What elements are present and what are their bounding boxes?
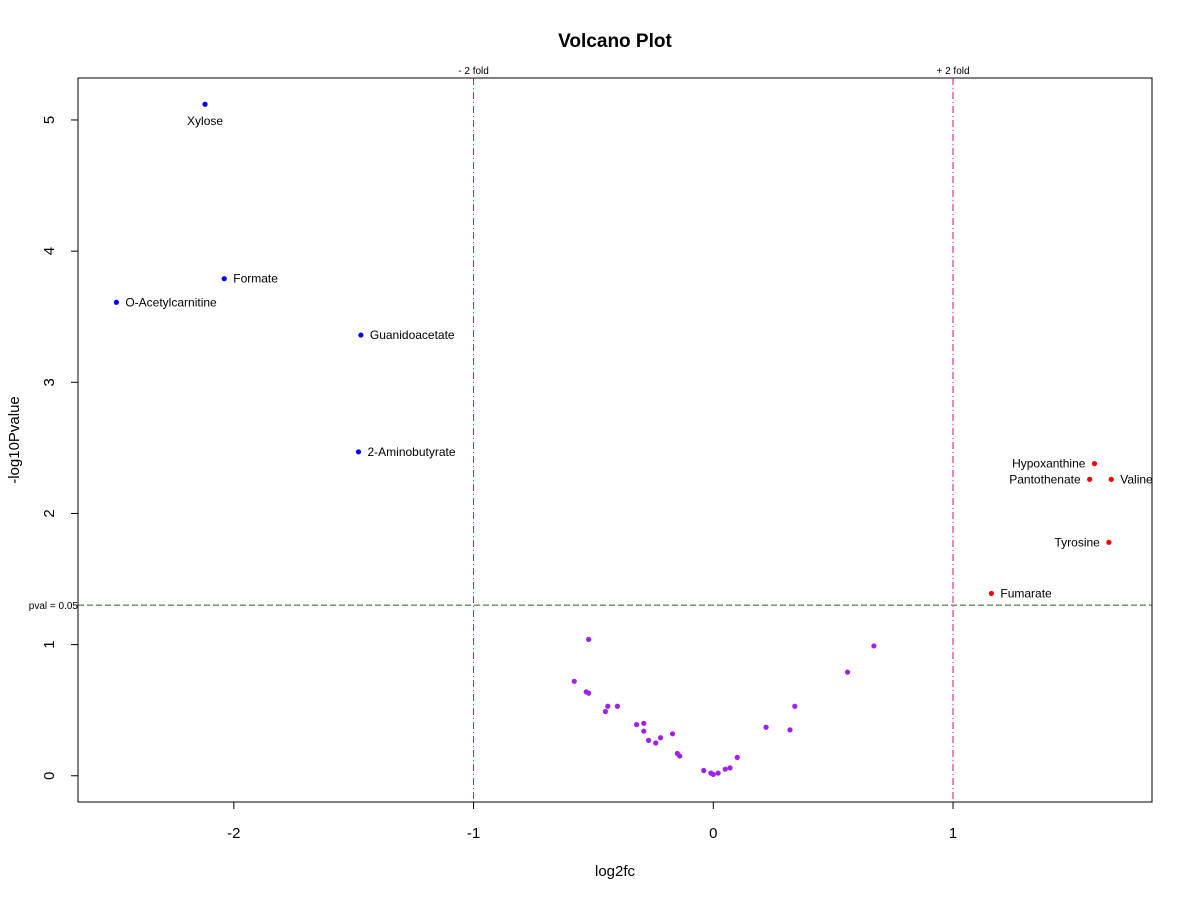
point-label: O-Acetylcarnitine [125, 295, 217, 309]
y-axis: 0 1 2 3 4 5 [41, 116, 78, 780]
x-tick-label: -2 [227, 825, 240, 842]
fold-change-threshold-label: + 2 fold [936, 66, 969, 77]
y-axis-label: -log10Pvalue [6, 396, 23, 484]
data-point [653, 740, 659, 746]
chart-title: Volcano Plot [558, 31, 672, 52]
data-point [633, 722, 640, 728]
fold-change-threshold-label: - 2 fold [458, 66, 489, 77]
data-point [1091, 461, 1098, 467]
data-point [355, 449, 362, 455]
point-label: Hypoxanthine [1012, 457, 1086, 471]
data-point [571, 678, 577, 684]
point-labels: Xylose Formate O-Acetylcarnitine Guanidoace… [125, 114, 1153, 600]
data-point [602, 708, 609, 715]
data-point [113, 299, 119, 305]
data-point [586, 636, 592, 642]
data-point [763, 724, 769, 730]
data-point [710, 771, 716, 778]
data-point [722, 766, 728, 772]
y-tick-label: 5 [41, 116, 58, 124]
data-point [641, 720, 647, 726]
data-point [586, 690, 592, 696]
y-tick-label: 0 [41, 772, 58, 780]
data-point [677, 753, 683, 759]
data-point [1087, 476, 1093, 482]
x-axis: -2 -1 0 1 [227, 802, 957, 842]
y-tick-label: 1 [41, 640, 58, 648]
data-point [605, 703, 611, 709]
data-point [645, 737, 652, 743]
data-point [988, 590, 994, 597]
point-label: Pantothenate [1009, 472, 1081, 486]
point-label: Tyrosine [1054, 535, 1100, 549]
pvalue-threshold-label: pval = 0.05 [29, 601, 79, 612]
data-point [358, 332, 364, 338]
plot-frame [77, 77, 1153, 803]
data-points [113, 101, 1114, 778]
x-axis-label: log2fc [595, 863, 636, 880]
data-point [787, 727, 793, 733]
data-point [1106, 539, 1112, 545]
x-tick-label: 0 [709, 825, 717, 842]
point-label: Xylose [187, 114, 223, 128]
y-tick-label: 4 [41, 247, 58, 255]
point-label: 2-Aminobutyrate [367, 445, 455, 459]
point-label: Valine [1120, 472, 1153, 486]
data-point [614, 703, 620, 709]
data-point [657, 735, 664, 741]
data-point [669, 731, 676, 737]
point-label: Guanidoacetate [370, 328, 455, 342]
x-tick-label: -1 [467, 825, 480, 842]
data-point [701, 767, 707, 774]
data-point [871, 643, 877, 649]
data-point [221, 276, 227, 282]
x-tick-label: 1 [949, 825, 957, 842]
y-tick-label: 3 [41, 378, 58, 386]
data-point [727, 765, 733, 771]
point-label: Formate [233, 272, 278, 286]
y-tick-label: 2 [41, 509, 58, 517]
data-point [1108, 476, 1114, 482]
reference-lines: - 2 fold + 2 fold pval = 0.05 [29, 66, 1152, 802]
data-point [715, 770, 721, 776]
data-point [641, 728, 647, 734]
point-label: Fumarate [1000, 586, 1052, 600]
data-point [844, 669, 851, 675]
data-point [734, 754, 740, 761]
data-point [202, 101, 208, 107]
data-point [792, 703, 798, 709]
